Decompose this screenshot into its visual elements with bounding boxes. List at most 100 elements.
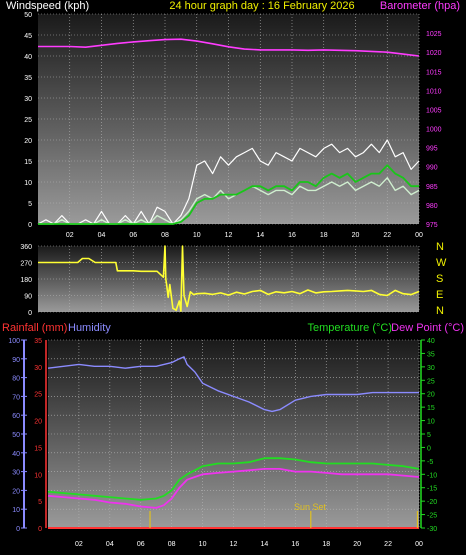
rainfall-y-tick: 0 (38, 526, 42, 533)
wind-x-tick: 10 (193, 232, 201, 239)
barometer-line (38, 38, 420, 57)
humidity-y-tick: 10 (12, 507, 20, 514)
temperature-y-tick: -20 (427, 499, 437, 506)
barometer-y-tick: 995 (426, 146, 438, 153)
temperature-y-tick: 25 (427, 378, 435, 385)
temperature-y-tick: 10 (427, 419, 435, 426)
temp-x-tick: 20 (353, 541, 361, 548)
time-markers (149, 511, 419, 528)
temperature-y-tick: 15 (427, 405, 435, 412)
rainfall-y-tick: 15 (34, 445, 42, 452)
direction-y-tick: 360 (20, 244, 32, 251)
chart-title: 24 hour graph day : 16 February 2026 (169, 0, 354, 12)
temp-x-ticks: 02 04 06 08 10 12 14 16 18 20 22 00 (75, 541, 423, 548)
wind-y-tick: 50 (24, 12, 32, 19)
temp-x-tick: 04 (106, 541, 114, 548)
humidity-y-tick: 60 (12, 413, 20, 420)
wind-y-tick: 0 (28, 222, 32, 229)
barometer-y-tick: 1020 (426, 50, 442, 57)
barometer-y-tick: 1000 (426, 127, 442, 134)
humidity-y-tick: 100 (8, 338, 20, 345)
wind-y-tick: 20 (24, 138, 32, 145)
temperature-y-tick: 0 (427, 445, 431, 452)
wind-mean-line (38, 164, 419, 225)
humidity-y-tick: 30 (12, 470, 20, 477)
rainfall-y-tick: 30 (34, 365, 42, 372)
temp-x-tick: 08 (168, 541, 176, 548)
direction-series (38, 245, 420, 312)
wind-x-tick: 22 (383, 232, 391, 239)
direction-y-tick: 270 (20, 261, 32, 268)
rainfall-y-tick: 20 (34, 419, 42, 426)
temp-series (47, 356, 420, 529)
temperature-y-tick: 5 (427, 432, 431, 439)
barometer-y-tick: 1005 (426, 107, 442, 114)
wind-average-line (38, 177, 420, 225)
rainfall-label: Rainfall (mm) (2, 322, 67, 334)
temp-x-tick: 06 (137, 541, 145, 548)
barometer-y-tick: 1015 (426, 69, 442, 76)
temperature-y-tick: -30 (427, 526, 437, 533)
humidity-y-tick: 0 (16, 526, 20, 533)
wind-x-tick: 14 (256, 232, 264, 239)
wind-y-tick: 5 (28, 201, 32, 208)
direction-y-tick: 90 (24, 294, 32, 301)
temp-grid (48, 339, 420, 529)
temp-x-tick: 02 (75, 541, 83, 548)
dewpoint-line (47, 467, 420, 509)
direction-y-tick: 0 (28, 310, 32, 317)
barometer-y-tick: 1010 (426, 88, 442, 95)
temperature-y-ticks: -30 -25 -20 -15 -10 -5 0 5 10 15 20 25 30 35 40 (420, 338, 437, 533)
temperature-y-tick: 35 (427, 351, 435, 358)
humidity-y-ticks: 0 10 20 30 40 50 60 70 80 90 100 (8, 338, 27, 533)
wind-x-tick: 04 (98, 232, 106, 239)
temperature-y-tick: -10 (427, 472, 437, 479)
temp-x-tick: 14 (261, 541, 269, 548)
wind-y-tick: 45 (24, 33, 32, 40)
temp-x-tick: 22 (384, 541, 392, 548)
wind-y-tick: 25 (24, 117, 32, 124)
dewpoint-label: Dew Point (°C) (391, 322, 464, 334)
wind-x-tick: 00 (415, 232, 423, 239)
wind-x-tick: 16 (288, 232, 296, 239)
wind-y-tick: 10 (24, 180, 32, 187)
temperature-label: Temperature (°C) (308, 322, 392, 334)
wind-x-tick: 18 (320, 232, 328, 239)
temperature-humidity-chart: Rainfall (mm) Humidity Temperature (°C) … (2, 322, 464, 548)
wind-y-tick: 15 (24, 159, 32, 166)
wind-x-tick: 12 (225, 232, 233, 239)
barometer-y-ticks: 975 980 985 990 995 1000 1005 1010 1015 1020 1025 (426, 31, 442, 229)
rainfall-y-ticks: 0 5 10 15 20 25 30 35 (34, 338, 47, 533)
compass-label: S (436, 273, 443, 285)
wind-direction-line (38, 245, 420, 312)
humidity-line (47, 356, 419, 413)
rainfall-y-tick: 5 (38, 499, 42, 506)
wind-y-tick: 35 (24, 75, 32, 82)
barometer-y-tick: 990 (426, 165, 438, 172)
humidity-y-tick: 90 (12, 357, 20, 364)
compass-label: W (436, 257, 447, 269)
temp-x-tick: 12 (230, 541, 238, 548)
wind-gust-line (37, 139, 420, 225)
barometer-y-tick: 980 (426, 203, 438, 210)
wind-x-ticks: 02 04 06 08 10 12 14 16 18 20 22 00 (66, 232, 423, 239)
rainfall-y-tick: 35 (34, 338, 42, 345)
sunset-annotation: Sun Set (294, 502, 327, 512)
humidity-y-tick: 50 (12, 432, 20, 439)
barometer-y-tick: 975 (426, 222, 438, 229)
temp-x-tick: 16 (291, 541, 299, 548)
compass-label: E (436, 289, 443, 301)
windspeed-label: Windspeed (kph) (6, 0, 89, 12)
temperature-line (47, 457, 420, 501)
temperature-y-tick: 30 (427, 365, 435, 372)
barometer-y-tick: 985 (426, 184, 438, 191)
wind-y-ticks: 0 5 10 15 20 25 30 35 40 45 50 (24, 12, 32, 229)
humidity-y-tick: 70 (12, 394, 20, 401)
wind-y-tick: 40 (24, 54, 32, 61)
direction-y-tick: 180 (20, 277, 32, 284)
humidity-y-tick: 40 (12, 451, 20, 458)
wind-x-tick: 20 (352, 232, 360, 239)
temperature-y-tick: 20 (427, 392, 435, 399)
